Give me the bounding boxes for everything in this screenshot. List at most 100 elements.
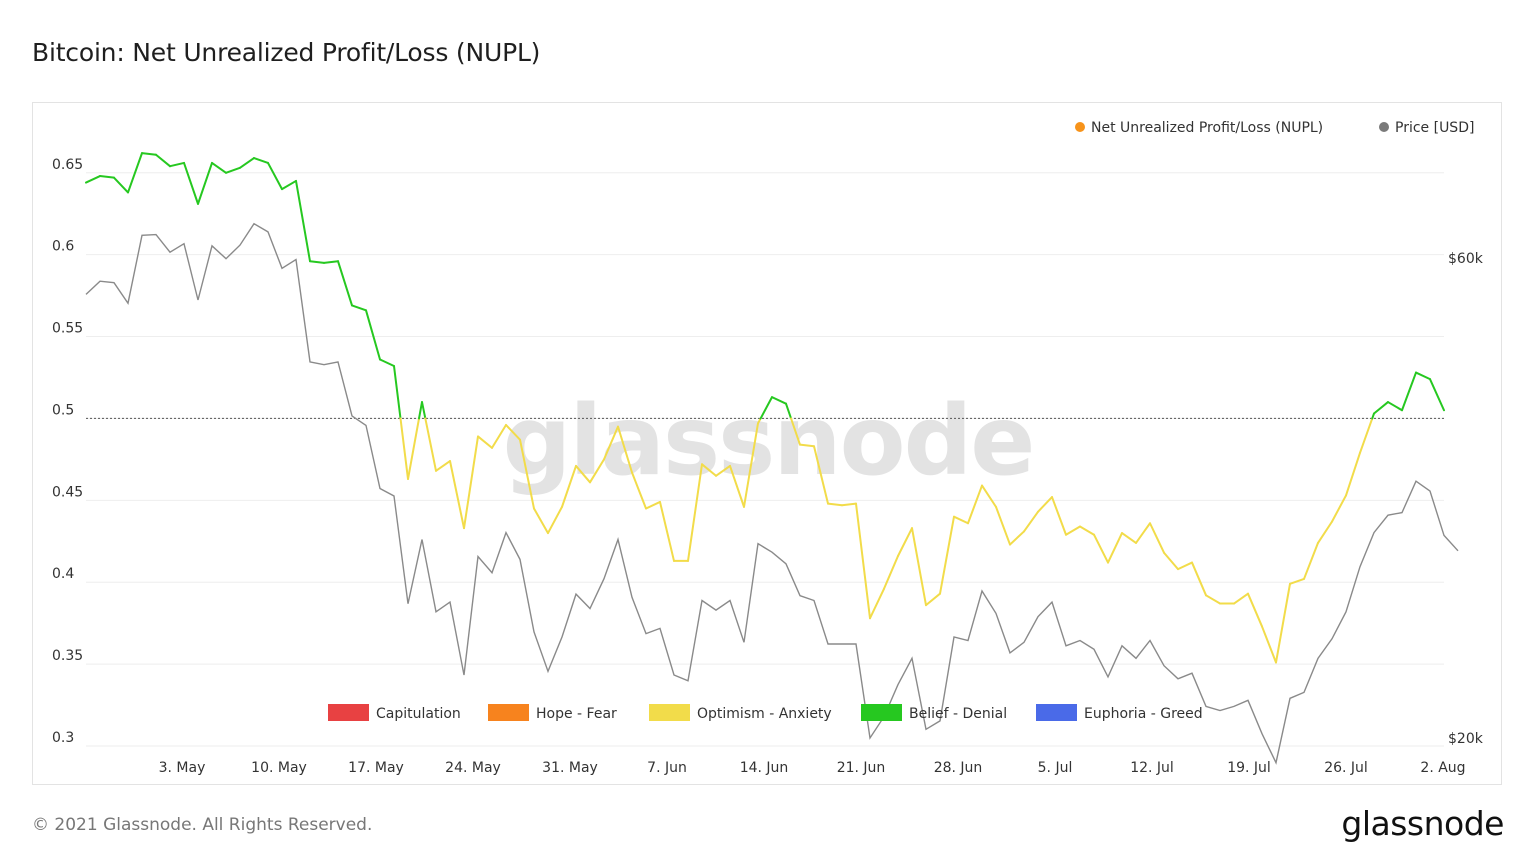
nupl-segment (790, 417, 801, 446)
nupl-segment (407, 417, 421, 481)
nupl-segment (561, 464, 577, 508)
nupl-segment (785, 402, 793, 420)
price-series (85, 222, 1459, 765)
nupl-segment (1093, 533, 1109, 564)
nupl-segment (393, 365, 402, 420)
x-tick-label: 24. May (445, 760, 501, 776)
nupl-segment (239, 157, 255, 169)
x-tick-label: 14. Jun (740, 760, 789, 776)
nupl-segment (1177, 561, 1193, 571)
nupl-segment (141, 152, 157, 156)
x-tick-label: 17. May (348, 760, 404, 776)
y-right-tick-label: $20k (1448, 731, 1484, 747)
legend-bottom-label: Hope - Fear (536, 706, 617, 722)
nupl-segment (421, 401, 427, 420)
nupl-segment (225, 166, 241, 174)
nupl-segment (477, 435, 493, 449)
nupl-segment (1163, 551, 1179, 571)
nupl-segment (981, 484, 997, 508)
x-axis-labels: 3. May 10. May 17. May 24. May 31. May 7. Jun… (159, 760, 1466, 776)
nupl-segment (113, 176, 129, 194)
legend-swatch-icon (328, 704, 369, 721)
chart-title: Bitcoin: Net Unrealized Profit/Loss (NUP… (32, 38, 541, 67)
nupl-segment (418, 401, 423, 420)
nupl-segment (85, 175, 101, 184)
legend-swatch-icon (1036, 704, 1077, 721)
nupl-series (85, 152, 1445, 664)
nupl-segment (1359, 417, 1374, 454)
nupl-segment (253, 157, 269, 164)
x-tick-label: 28. Jun (934, 760, 983, 776)
legend-marker-icon (1075, 122, 1085, 132)
nupl-segment (365, 309, 381, 361)
nupl-segment (1121, 532, 1137, 544)
nupl-segment (659, 500, 675, 562)
glassnode-logo[interactable]: glassnode (1341, 804, 1504, 843)
nupl-segment (155, 153, 171, 168)
legend-bottom: Capitulation Hope - Fear Optimism - Anxiet… (328, 704, 1203, 722)
nupl-segment (99, 175, 115, 179)
y-tick-label: 0.5 (52, 402, 74, 418)
nupl-segment (799, 443, 815, 448)
nupl-segment (1135, 522, 1151, 544)
nupl-segment (211, 161, 227, 174)
legend-top: Net Unrealized Profit/Loss (NUPL) Price [… (1075, 120, 1474, 136)
nupl-segment (1415, 371, 1431, 381)
y-tick-label: 0.4 (52, 566, 74, 582)
nupl-segment (435, 460, 451, 472)
nupl-segment (547, 505, 563, 535)
nupl-segment (309, 260, 325, 264)
nupl-segment (813, 445, 829, 505)
nupl-segment (127, 152, 143, 194)
legend-bottom-label: Optimism - Anxiety (697, 706, 832, 722)
nupl-segment (939, 515, 955, 595)
nupl-segment (533, 507, 549, 535)
x-tick-label: 26. Jul (1324, 760, 1368, 776)
nupl-segment (729, 464, 745, 508)
nupl-segment (1079, 525, 1095, 536)
chart-watermark: glassnode (503, 385, 1034, 497)
nupl-segment (897, 527, 913, 558)
x-tick-label: 31. May (542, 760, 598, 776)
nupl-segment (575, 464, 591, 484)
nupl-segment (589, 458, 605, 484)
nupl-segment (759, 396, 773, 420)
nupl-segment (505, 423, 521, 441)
nupl-segment (967, 484, 983, 525)
nupl-segment (1429, 378, 1445, 412)
nupl-segment (995, 505, 1011, 546)
nupl-segment (1205, 594, 1221, 605)
nupl-segment (183, 161, 199, 205)
nupl-segment (351, 304, 367, 312)
nupl-segment (323, 260, 339, 264)
y-tick-label: 0.35 (52, 648, 83, 664)
nupl-segment (701, 463, 717, 477)
legend-bottom-label: Belief - Denial (909, 706, 1007, 722)
nupl-segment (1233, 592, 1249, 605)
legend-top-label: Net Unrealized Profit/Loss (NUPL) (1091, 120, 1323, 136)
nupl-segment (463, 435, 479, 530)
nupl-segment (1331, 494, 1347, 523)
nupl-segment (911, 527, 927, 607)
legend-swatch-icon (488, 704, 529, 721)
nupl-segment (1387, 401, 1403, 412)
x-tick-label: 12. Jul (1130, 760, 1174, 776)
x-tick-label: 19. Jul (1227, 760, 1271, 776)
legend-swatch-icon (861, 704, 902, 721)
nupl-segment (169, 161, 185, 168)
y-tick-label: 0.45 (52, 484, 83, 500)
nupl-segment (1023, 510, 1039, 533)
nupl-segment (449, 460, 465, 530)
nupl-segment (267, 161, 283, 191)
y-tick-label: 0.6 (52, 239, 74, 255)
legend-bottom-label: Capitulation (376, 706, 461, 722)
nupl-segment (1009, 530, 1025, 546)
nupl-segment (295, 179, 311, 263)
nupl-segment (1401, 371, 1417, 412)
nupl-segment (1289, 577, 1305, 585)
nupl-segment (491, 423, 507, 449)
nupl-segment (1247, 592, 1263, 628)
y-tick-label: 0.65 (52, 157, 83, 173)
nupl-segment (1261, 625, 1277, 664)
